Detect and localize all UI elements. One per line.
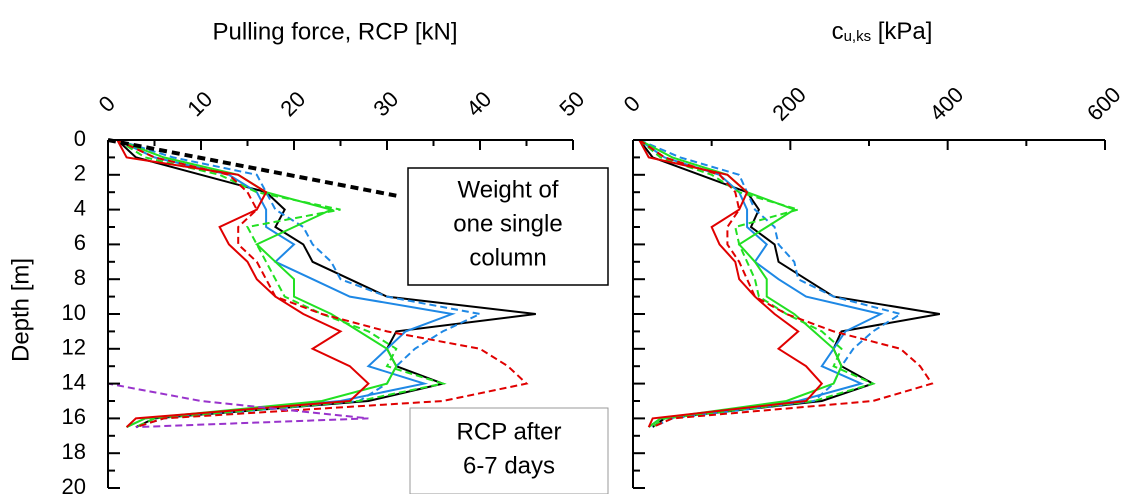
annotation-text: Weight of — [458, 176, 559, 203]
x-tick-label: 30 — [368, 86, 403, 121]
y-tick-label: 16 — [62, 404, 86, 429]
y-axis-label: Depth [m] — [7, 258, 34, 362]
x-tick-label: 0 — [94, 91, 120, 117]
annotation-text: 6-7 days — [463, 452, 555, 479]
data-line — [638, 139, 940, 428]
y-tick-label: 2 — [74, 161, 86, 186]
data-line — [638, 139, 884, 428]
data-line — [638, 139, 876, 428]
data-line — [638, 139, 824, 428]
data-line — [116, 139, 447, 429]
y-tick-label: 0 — [74, 126, 86, 151]
annotation-text: RCP after — [457, 418, 562, 445]
x-tick-label: 50 — [554, 86, 589, 121]
data-line — [116, 139, 536, 429]
data-line — [117, 139, 484, 429]
annotation-text: column — [469, 244, 546, 271]
annotation-box — [409, 407, 609, 494]
y-tick-label: 6 — [74, 230, 86, 255]
data-line — [116, 139, 370, 428]
x-tick-label: 600 — [1082, 82, 1126, 126]
y-tick-label: 20 — [62, 474, 86, 494]
y-tick-label: 14 — [62, 369, 86, 394]
data-line — [116, 139, 456, 429]
weight-line — [107, 138, 397, 198]
y-tick-label: 4 — [74, 195, 86, 220]
annotation-text: one single — [453, 210, 562, 237]
y-tick-label: 10 — [62, 300, 86, 325]
data-line — [116, 139, 398, 429]
x-tick-label: 200 — [767, 82, 811, 126]
title-part: c — [832, 18, 844, 45]
annotation-box — [407, 167, 609, 286]
y-tick-label: 8 — [74, 265, 86, 290]
x-tick-label: 20 — [275, 86, 310, 121]
x-tick-label: 400 — [925, 82, 969, 126]
x-tick-label: 0 — [619, 91, 645, 117]
chart-title: cu,ks [kPa] — [832, 18, 933, 45]
y-tick-label: 18 — [62, 439, 86, 464]
data-line — [638, 139, 903, 429]
x-tick-label: 40 — [461, 86, 496, 121]
y-tick-label: 12 — [62, 335, 86, 360]
chart-title: Pulling force, RCP [kN] — [213, 18, 458, 45]
data-line — [638, 139, 934, 429]
title-part: [kPa] — [871, 18, 932, 45]
x-tick-label: 10 — [182, 86, 217, 121]
data-line — [116, 139, 529, 429]
data-line — [107, 348, 369, 429]
title-subscript: u,ks — [844, 28, 872, 45]
